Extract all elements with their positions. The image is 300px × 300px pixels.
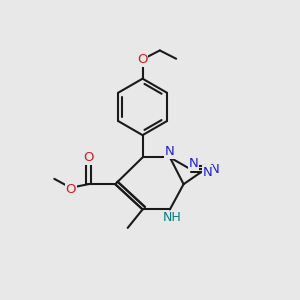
Text: N: N xyxy=(189,158,199,170)
Text: O: O xyxy=(65,183,76,196)
Text: N: N xyxy=(165,145,175,158)
Text: O: O xyxy=(83,151,94,164)
Text: N: N xyxy=(210,163,219,176)
Text: O: O xyxy=(137,53,148,66)
Text: N: N xyxy=(202,166,212,179)
Text: NH: NH xyxy=(163,211,182,224)
